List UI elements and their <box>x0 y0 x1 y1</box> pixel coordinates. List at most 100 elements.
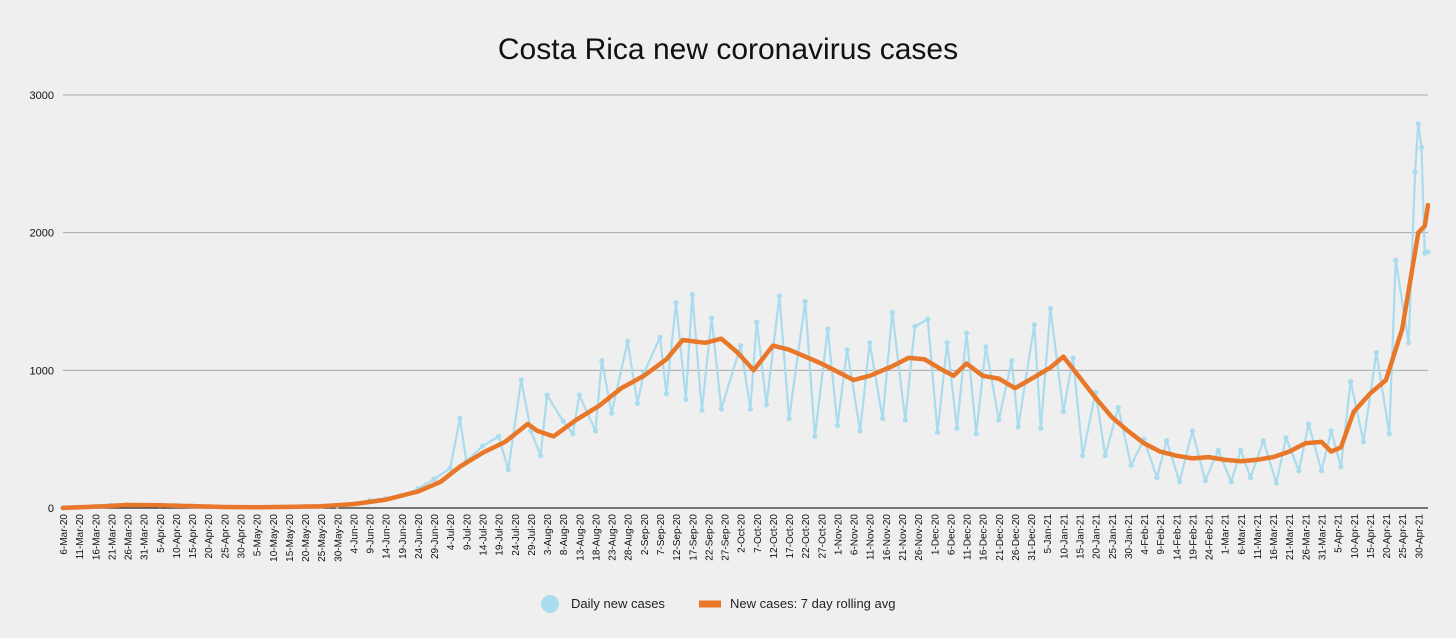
x-tick-label: 21-Mar-20 <box>107 514 118 561</box>
daily-cases-point <box>1115 404 1121 411</box>
x-tick-label: 17-Sep-20 <box>688 514 699 561</box>
daily-cases-point <box>683 396 689 402</box>
daily-cases-point <box>537 453 544 459</box>
x-tick-label: 19-Feb-21 <box>1188 514 1199 561</box>
x-tick-label: 24-Jul-20 <box>511 514 522 556</box>
daily-cases-point <box>996 417 1002 423</box>
daily-cases-point <box>1393 257 1399 263</box>
gridlines <box>63 94 1428 509</box>
daily-cases-point <box>1031 322 1037 328</box>
daily-cases-point <box>738 342 744 349</box>
daily-cases-point <box>754 319 760 325</box>
chart-title: Costa Rica new coronavirus cases <box>498 33 958 66</box>
x-tick-label: 26-Dec-20 <box>1011 514 1022 561</box>
x-tick-label: 22-Sep-20 <box>704 514 715 561</box>
x-tick-label: 13-Aug-20 <box>575 514 586 561</box>
daily-cases-point <box>709 315 715 321</box>
daily-cases-point <box>1318 468 1325 474</box>
x-tick-label: 19-Jul-20 <box>495 514 506 556</box>
series-rolling-average <box>60 202 1431 511</box>
daily-cases-point <box>1296 468 1302 474</box>
x-tick-label: 5-Jan-21 <box>1043 514 1054 554</box>
x-tick-label: 15-May-20 <box>285 514 296 562</box>
daily-cases-point <box>1260 437 1267 444</box>
daily-cases-point <box>1328 428 1334 434</box>
y-tick-label: 2000 <box>30 228 54 240</box>
x-tick-label: 5-Apr-21 <box>1334 514 1345 553</box>
x-tick-label: 20-Jan-21 <box>1092 514 1103 559</box>
x-tick-label: 11-Mar-21 <box>1253 514 1264 560</box>
daily-cases-point <box>1347 378 1354 384</box>
y-tick-label: 1000 <box>30 365 54 377</box>
daily-cases-point <box>1102 453 1108 459</box>
daily-cases-point <box>747 406 753 412</box>
daily-cases-point <box>1283 435 1289 441</box>
daily-cases-point <box>544 392 550 398</box>
daily-cases-point <box>834 422 841 428</box>
daily-cases-point <box>576 392 582 398</box>
x-tick-label: 6-Nov-20 <box>850 514 861 556</box>
daily-cases-point <box>776 293 782 299</box>
daily-cases-point <box>1176 479 1183 485</box>
x-tick-label: 16-Dec-20 <box>979 514 990 561</box>
daily-cases-point <box>1154 475 1160 481</box>
daily-cases-point <box>983 344 989 350</box>
daily-cases-point <box>457 415 463 422</box>
x-tick-label: 6-Mar-20 <box>59 514 70 555</box>
daily-cases-point <box>934 429 941 435</box>
y-axis-ticks: 0 1000 2000 3000 <box>30 90 54 515</box>
x-tick-label: 9-Jul-20 <box>462 514 473 551</box>
x-tick-label: 31-Mar-21 <box>1318 514 1329 561</box>
daily-cases-point <box>912 323 918 329</box>
x-tick-label: 15-Apr-20 <box>188 514 199 559</box>
daily-cases-point <box>625 338 631 345</box>
daily-cases-point <box>902 417 908 423</box>
daily-cases-point <box>802 298 808 305</box>
daily-cases-point <box>1425 249 1431 255</box>
x-tick-label: 2-Sep-20 <box>640 514 651 556</box>
daily-cases-point <box>1228 479 1234 485</box>
x-tick-label: 6-Mar-21 <box>1237 514 1248 555</box>
daily-cases-point <box>479 443 486 449</box>
x-tick-label: 5-Apr-20 <box>156 514 167 553</box>
x-tick-label: 30-Apr-20 <box>236 514 247 559</box>
x-tick-label: 29-Jun-20 <box>430 514 441 559</box>
x-tick-label: 14-Jul-20 <box>479 514 490 556</box>
x-tick-label: 27-Sep-20 <box>721 514 732 561</box>
x-tick-label: 3-Aug-20 <box>543 514 554 556</box>
legend: Daily new cases New cases: 7 day rolling… <box>541 595 895 613</box>
daily-cases-point <box>689 292 695 298</box>
daily-cases-point <box>1189 428 1196 434</box>
x-tick-label: 21-Nov-20 <box>898 514 909 561</box>
daily-cases-point <box>763 402 770 408</box>
x-tick-label: 30-Jan-21 <box>1124 514 1135 559</box>
legend-marker-daily <box>541 595 559 613</box>
daily-cases-point <box>1412 169 1418 175</box>
daily-cases-point <box>1406 340 1412 346</box>
daily-cases-line <box>62 122 1429 509</box>
daily-cases-point <box>1080 453 1086 459</box>
x-tick-label: 10-Jan-21 <box>1059 514 1070 559</box>
daily-cases-point <box>1247 475 1254 481</box>
rolling-avg-line <box>60 202 1431 511</box>
daily-cases-point <box>1306 421 1312 427</box>
x-tick-label: 31-Mar-20 <box>140 514 151 561</box>
x-tick-label: 20-Apr-21 <box>1382 514 1393 559</box>
x-tick-label: 8-Aug-20 <box>559 514 570 556</box>
x-tick-label: 16-Mar-21 <box>1269 514 1280 561</box>
daily-cases-point <box>786 415 792 422</box>
x-tick-label: 14-Jun-20 <box>382 514 393 559</box>
daily-cases-point <box>518 377 524 383</box>
x-tick-label: 4-Feb-21 <box>1140 514 1151 555</box>
daily-cases-point <box>1418 144 1425 150</box>
daily-cases-point <box>963 330 970 336</box>
daily-cases-point <box>570 431 576 437</box>
daily-cases-point <box>1373 349 1379 356</box>
x-tick-label: 5-May-20 <box>253 514 264 557</box>
x-tick-label: 22-Oct-20 <box>801 514 812 559</box>
x-tick-label: 24-Jun-20 <box>414 514 425 559</box>
x-tick-label: 17-Oct-20 <box>785 514 796 559</box>
x-tick-label: 23-Aug-20 <box>608 514 619 561</box>
daily-cases-point <box>699 407 705 413</box>
